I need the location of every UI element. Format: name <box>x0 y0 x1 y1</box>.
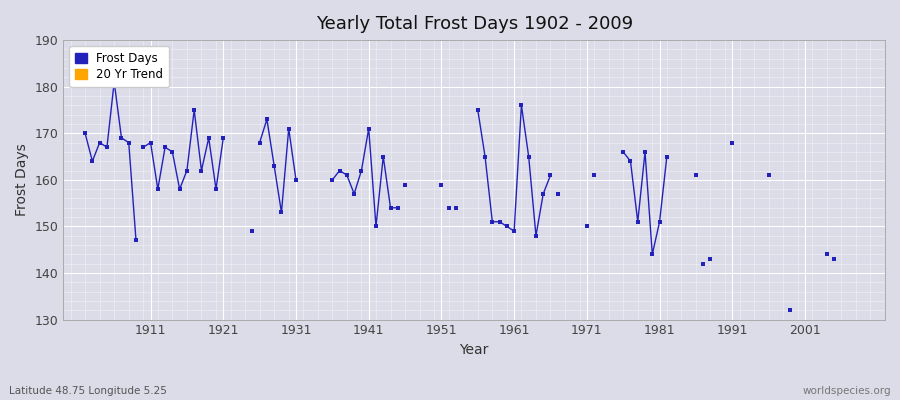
Text: Latitude 48.75 Longitude 5.25: Latitude 48.75 Longitude 5.25 <box>9 386 166 396</box>
X-axis label: Year: Year <box>460 343 489 357</box>
Title: Yearly Total Frost Days 1902 - 2009: Yearly Total Frost Days 1902 - 2009 <box>316 15 633 33</box>
Legend: Frost Days, 20 Yr Trend: Frost Days, 20 Yr Trend <box>69 46 169 87</box>
Y-axis label: Frost Days: Frost Days <box>15 144 29 216</box>
Text: worldspecies.org: worldspecies.org <box>803 386 891 396</box>
